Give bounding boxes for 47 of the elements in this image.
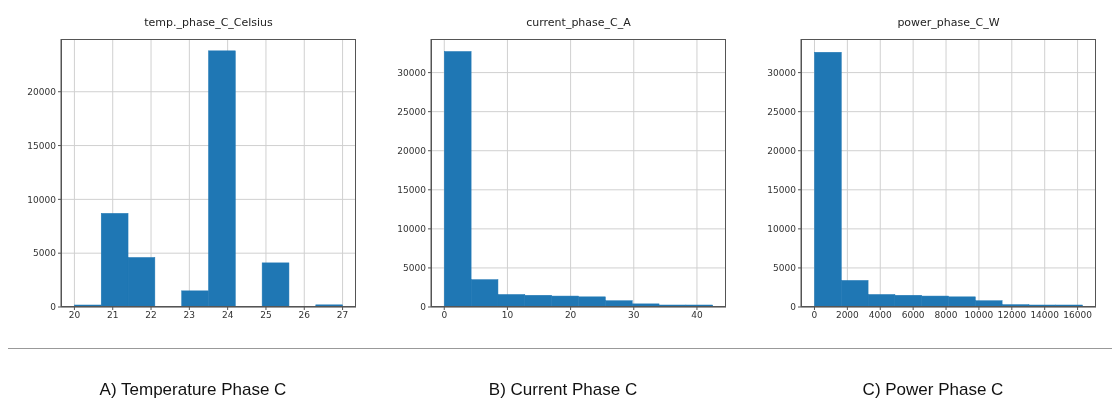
x-tick-label: 10000 [964, 310, 994, 321]
y-tick-label: 20000 [767, 145, 797, 156]
x-tick-label: 20 [564, 310, 577, 321]
x-tick-label: 40 [691, 310, 703, 321]
x-tick-label: 20 [68, 310, 81, 321]
x-tick-label: 30 [628, 310, 640, 321]
chart-title: temp._phase_C_Celsius [143, 16, 274, 29]
x-tick-label: 14000 [1030, 310, 1060, 321]
x-tick-label: 8000 [934, 310, 958, 321]
y-tick-label: 25000 [767, 106, 797, 117]
x-tick-label: 23 [183, 310, 196, 321]
x-tick-label: 26 [298, 310, 311, 321]
y-tick-label: 25000 [397, 106, 427, 117]
y-tick-label: 5000 [33, 248, 57, 259]
y-tick-label: 5000 [403, 263, 427, 274]
x-tick-label: 0 [811, 310, 818, 321]
y-tick-label: 30000 [397, 67, 427, 78]
x-tick-label: 16000 [1063, 310, 1093, 321]
x-tick-label: 24 [221, 310, 234, 321]
y-tick-label: 15000 [27, 140, 57, 151]
x-tick-label: 0 [441, 310, 448, 321]
text: B) Current Phase C [487, 380, 639, 400]
x-tick-label: 2000 [835, 310, 860, 321]
y-tick-label: 20000 [27, 86, 57, 97]
y-tick-label: 5000 [773, 263, 797, 274]
x-tick-label: 4000 [868, 310, 892, 321]
x-tick-label: 10 [501, 310, 514, 321]
chart-title: current_phase_C_A [525, 16, 632, 29]
x-tick-label: 6000 [901, 310, 925, 321]
text: C) Power Phase C [861, 380, 1005, 400]
x-tick-label: 12000 [997, 310, 1027, 321]
y-tick-label: 30000 [767, 67, 797, 78]
y-tick-label: 10000 [767, 224, 797, 235]
x-tick-label: 22 [145, 310, 157, 321]
x-tick-label: 27 [336, 310, 349, 321]
chart-title: power_phase_C_W [896, 16, 1001, 29]
y-tick-label: 10000 [27, 194, 57, 205]
y-tick-label: 0 [420, 302, 427, 313]
x-tick-label: 21 [106, 310, 119, 321]
y-tick-label: 20000 [397, 145, 427, 156]
text: A) Temperature Phase C [98, 380, 288, 400]
y-tick-label: 15000 [767, 184, 797, 195]
x-tick-label: 25 [260, 310, 272, 321]
y-tick-label: 0 [790, 302, 797, 313]
y-tick-label: 15000 [397, 184, 427, 195]
y-tick-label: 10000 [397, 224, 427, 235]
y-tick-label: 0 [50, 302, 57, 313]
